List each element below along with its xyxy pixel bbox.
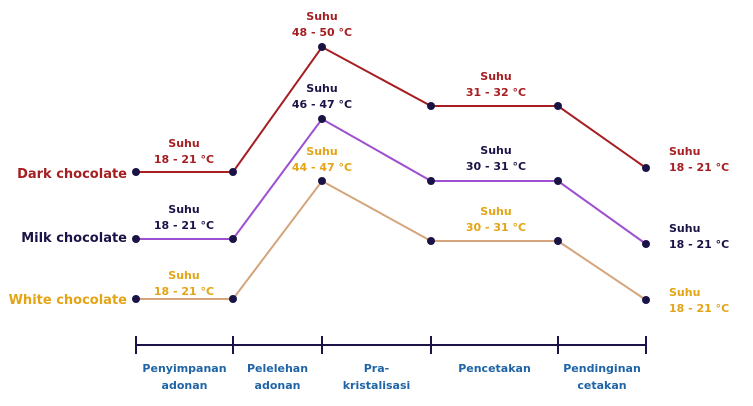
white-chocolate-line [136, 179, 647, 301]
milk-point-3 [318, 115, 326, 123]
dark-point-5 [554, 102, 562, 110]
milk-chocolate-label: Milk chocolate [21, 231, 127, 246]
milk-temp-range-3: 30 - 31 °C [466, 160, 526, 173]
white-point-6 [642, 296, 650, 304]
stage-label-5-line-1: Pendinginan [563, 362, 641, 375]
milk-temp-title-3: Suhu [480, 144, 511, 157]
white-point-2 [229, 295, 237, 303]
dark-point-1 [132, 168, 140, 176]
dark-temp-range-3: 31 - 32 °C [466, 86, 526, 99]
milk-point-6 [642, 240, 650, 248]
milk-temp-title-4: Suhu [669, 222, 700, 235]
milk-chocolate-line [136, 117, 647, 245]
stage-label-4-line-1: Pencetakan [458, 362, 531, 375]
dark-temp-range-1: 18 - 21 °C [154, 153, 214, 166]
white-temp-range-1: 18 - 21 °C [154, 285, 214, 298]
milk-point-2 [229, 235, 237, 243]
white-temp-range-3: 30 - 31 °C [466, 221, 526, 234]
stage-label-1-line-2: adonan [162, 379, 208, 392]
white-temp-title-2: Suhu [306, 145, 337, 158]
milk-temp-title-2: Suhu [306, 82, 337, 95]
white-temp-title-1: Suhu [168, 269, 199, 282]
white-temp-range-2: 44 - 47 °C [292, 161, 352, 174]
dark-chocolate-line [136, 45, 647, 173]
stage-label-3-line-2: kristalisasi [343, 379, 411, 392]
white-temp-title-4: Suhu [669, 286, 700, 299]
milk-temp-title-1: Suhu [168, 203, 199, 216]
white-temp-title-3: Suhu [480, 205, 511, 218]
white-point-1 [132, 295, 140, 303]
milk-point-4 [427, 177, 435, 185]
dark-temp-title-4: Suhu [669, 145, 700, 158]
stage-label-1-line-1: Penyimpanan [142, 362, 226, 375]
white-temp-range-4: 18 - 21 °C [669, 302, 729, 315]
dark-point-6 [642, 164, 650, 172]
dark-temp-range-4: 18 - 21 °C [669, 161, 729, 174]
dark-point-2 [229, 168, 237, 176]
stage-label-2-line-1: Pelelehan [247, 362, 308, 375]
white-point-3 [318, 177, 326, 185]
milk-temp-range-4: 18 - 21 °C [669, 238, 729, 251]
white-point-5 [554, 237, 562, 245]
dark-temp-title-1: Suhu [168, 137, 199, 150]
dark-point-3 [318, 43, 326, 51]
milk-temp-range-1: 18 - 21 °C [154, 219, 214, 232]
milk-point-5 [554, 177, 562, 185]
dark-temp-title-2: Suhu [306, 10, 337, 23]
white-chocolate-label: White chocolate [9, 293, 128, 308]
dark-temp-title-3: Suhu [480, 70, 511, 83]
stage-label-3-line-1: Pra- [364, 362, 389, 375]
stage-label-5-line-2: cetakan [577, 379, 626, 392]
dark-point-4 [427, 102, 435, 110]
milk-point-1 [132, 235, 140, 243]
milk-temp-range-2: 46 - 47 °C [292, 98, 352, 111]
dark-chocolate-label: Dark chocolate [17, 167, 127, 182]
dark-temp-range-2: 48 - 50 °C [292, 26, 352, 39]
white-point-4 [427, 237, 435, 245]
stage-label-2-line-2: adonan [255, 379, 301, 392]
